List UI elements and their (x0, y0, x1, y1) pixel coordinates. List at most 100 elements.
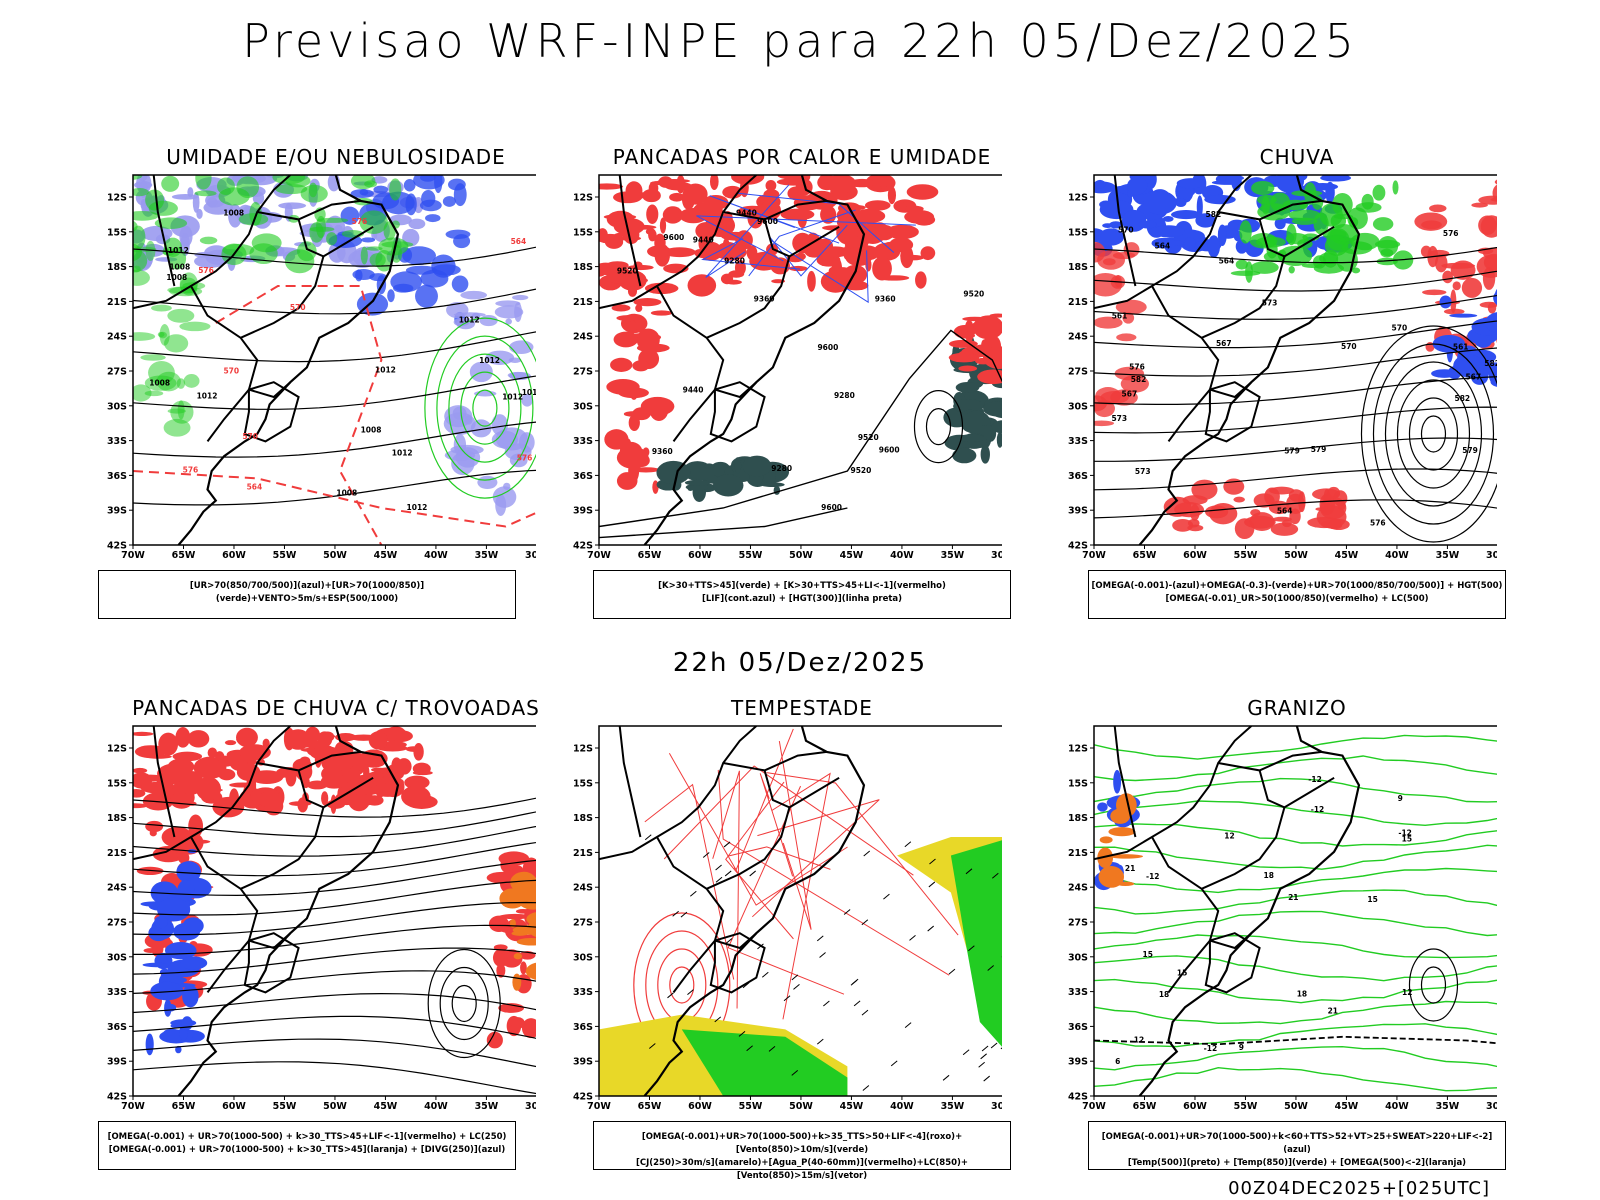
instability-area (805, 190, 838, 210)
contour-label: 9440 (693, 236, 714, 245)
streamline (133, 825, 536, 857)
isoline (424, 317, 536, 499)
omega-area (1143, 190, 1177, 215)
lon-tick-label: 70W (121, 1101, 145, 1112)
streamline (133, 811, 536, 838)
lon-tick-label: 35W (475, 550, 499, 561)
streamline (133, 992, 536, 1014)
humidity-area (179, 321, 211, 332)
contour-label: 9 (1398, 794, 1403, 803)
lat-tick-label: 30S (573, 401, 593, 412)
map-field-layer (1094, 175, 1497, 545)
humidity-area (251, 233, 282, 253)
thunder-area (518, 884, 536, 890)
divergence-area (177, 879, 195, 902)
wind-vector (863, 850, 871, 857)
omega-area (1422, 289, 1447, 296)
wind-vector (929, 858, 936, 865)
contour-label: 570 (1392, 324, 1408, 333)
contour-label: -12 (1311, 805, 1325, 814)
contour-label: 582 (1454, 394, 1470, 403)
country-border (709, 932, 766, 994)
thunder-area (390, 730, 413, 742)
country-border (706, 256, 791, 339)
coastline (177, 175, 400, 545)
humidity-area (360, 237, 376, 243)
contour-label: 579 (1462, 446, 1478, 455)
humidity-area (113, 204, 122, 219)
divergence-area (159, 968, 170, 976)
lat-tick-label: 27S (107, 367, 127, 378)
humidity-area (359, 189, 369, 196)
instability-area (975, 320, 1002, 338)
contour-label: 570 (242, 432, 258, 441)
contour-label: -12 (1398, 829, 1412, 838)
instability-area (731, 175, 765, 185)
country-border (1113, 726, 1137, 838)
contour-label: 15 (1177, 969, 1187, 978)
main-title: Previsao WRF-INPE para 22h 05/Dez/2025 (242, 14, 1358, 68)
lon-tick-label: 70W (1082, 550, 1106, 561)
lat-tick-label: 36S (107, 471, 127, 482)
lat-tick-label: 36S (573, 471, 593, 482)
omega-area (1127, 177, 1148, 195)
streamline (133, 375, 536, 410)
isoline (1420, 966, 1447, 1004)
country-border (1094, 726, 1252, 861)
lat-tick-label: 18S (1068, 813, 1088, 824)
country-border (1201, 807, 1286, 890)
thunder-area (513, 953, 523, 960)
contour-label: 567 (1465, 373, 1481, 382)
omega-area (1420, 245, 1432, 258)
thunder-area (224, 740, 237, 746)
lat-tick-label: 24S (573, 332, 593, 343)
contour-label: 1008 (169, 263, 190, 272)
omega-area (1461, 277, 1483, 298)
wind-vector (768, 1045, 776, 1052)
contour-label: 579 (1284, 446, 1300, 455)
humidity-area (309, 226, 335, 232)
humidity-area (405, 193, 417, 216)
contour-label: 9520 (617, 267, 638, 276)
legend-tempestade: [OMEGA(-0.001)+UR>70(1000-500)+k>35_TTS>… (593, 1121, 1011, 1181)
wind-vector (1000, 1047, 1002, 1050)
humidity-area (316, 217, 349, 223)
isoline (1420, 415, 1447, 453)
thunder-area (179, 771, 204, 795)
hail-area (1097, 802, 1108, 812)
isobar-850 (759, 773, 794, 877)
contour-label: 1008 (166, 273, 187, 282)
contour-label: 9 (1239, 1043, 1244, 1052)
isoline (460, 371, 510, 445)
thunder-area (515, 909, 531, 914)
wind-vector (816, 935, 824, 942)
country-border (1151, 285, 1220, 442)
temp850-contour (1094, 800, 1497, 827)
panel-title: CHUVA (1259, 145, 1335, 169)
lon-tick-label: 45W (374, 550, 398, 561)
instability-area (906, 184, 939, 200)
thunder-area (309, 746, 342, 761)
instability-area (650, 310, 673, 316)
contour-label: 9520 (963, 290, 984, 299)
instability-area (610, 357, 633, 372)
lon-tick-label: 60W (688, 550, 712, 561)
thunder-area (133, 803, 149, 809)
hail-area (1108, 827, 1136, 837)
instability-area (836, 220, 858, 245)
lon-tick-label: 30W (1486, 550, 1497, 561)
omega-area (1374, 239, 1401, 249)
contour-label: 9360 (652, 447, 673, 456)
thunder-area (133, 731, 154, 736)
instability-area (627, 264, 654, 271)
humidity-area (154, 217, 188, 229)
contour-label: -12 (1308, 775, 1322, 784)
lon-tick-label: 45W (840, 550, 864, 561)
isobar-850 (668, 753, 848, 906)
contour-label: 564 (1277, 507, 1293, 516)
country-border (1218, 750, 1322, 772)
instability-area (972, 344, 994, 357)
streamline (1094, 294, 1497, 320)
streamline (133, 901, 536, 936)
humidity-area (393, 283, 414, 293)
